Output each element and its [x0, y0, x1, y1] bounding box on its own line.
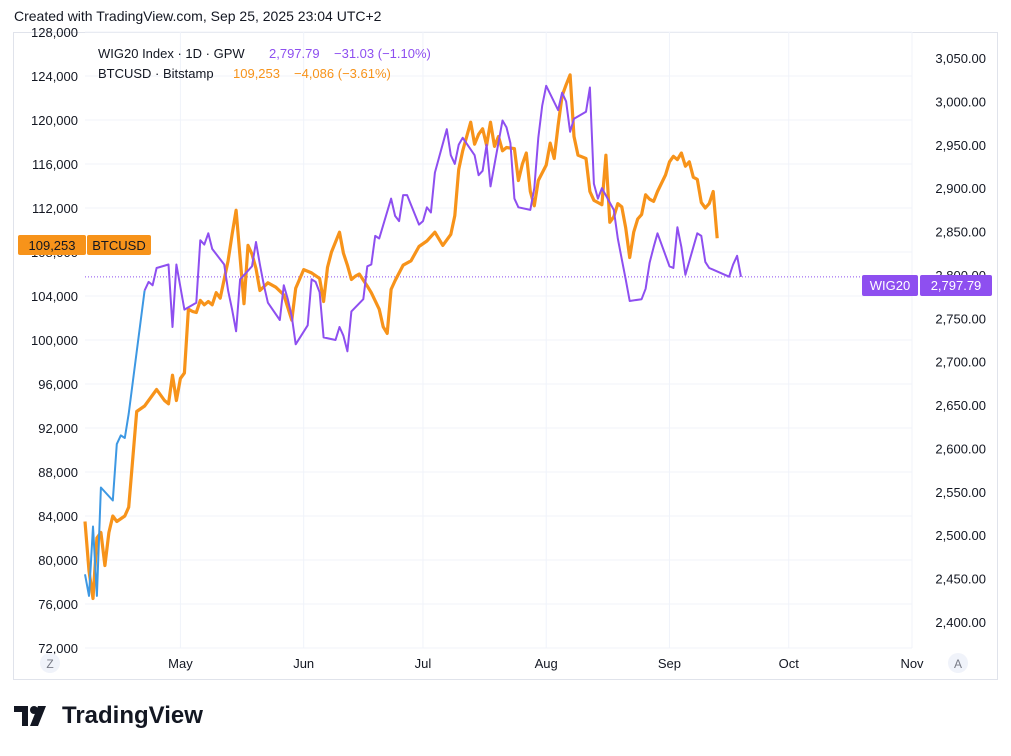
x-axis: May Jun Jul Aug Sep Oct Nov [168, 656, 924, 671]
right-corner-label[interactable]: A [954, 657, 962, 671]
right-tick-label: 2,650.00 [935, 398, 986, 413]
wig-badge-value-bg [920, 275, 992, 296]
x-tick-label: Nov [900, 656, 924, 671]
left-tick-label: 80,000 [38, 553, 78, 568]
right-tick-label: 2,400.00 [935, 615, 986, 630]
legend-wig-name: WIG20 Index · 1D · GPW [98, 46, 245, 61]
wig-price-badge: WIG20 2,797.79 [862, 275, 992, 296]
legend-wig-change: −31.03 (−1.10%) [334, 46, 431, 61]
btc-badge-value: 109,253 [29, 238, 76, 253]
left-corner-button[interactable]: Z [40, 653, 60, 673]
legend-btc-value: 109,253 [233, 66, 280, 81]
left-tick-label: 72,000 [38, 641, 78, 656]
brand-footer: TradingView [14, 702, 203, 730]
right-tick-label: 2,700.00 [935, 355, 986, 370]
legend-wig-value: 2,797.79 [269, 46, 320, 61]
btc-badge-value-bg [18, 235, 86, 255]
right-tick-label: 2,450.00 [935, 572, 986, 587]
left-axis: 72,000 76,000 80,000 84,000 88,000 92,000 96,0… [31, 25, 78, 656]
x-tick-label: May [168, 656, 193, 671]
legend-btc-change: −4,086 (−3.61%) [294, 66, 391, 81]
left-tick-label: 116,000 [32, 157, 78, 172]
wig20-series-line [143, 84, 742, 353]
x-tick-label: Sep [658, 656, 681, 671]
left-tick-label: 92,000 [38, 421, 78, 436]
right-tick-label: 3,050.00 [935, 51, 986, 66]
left-tick-label: 88,000 [38, 465, 78, 480]
right-tick-label: 2,550.00 [935, 485, 986, 500]
right-tick-label: 2,600.00 [935, 441, 986, 456]
right-tick-label: 2,900.00 [935, 181, 986, 196]
x-tick-label: Jun [293, 656, 314, 671]
wig-badge-label: WIG20 [870, 278, 910, 293]
btc-price-badge: 109,253 BTCUSD [18, 235, 151, 255]
left-tick-label: 96,000 [38, 377, 78, 392]
left-tick-label: 104,000 [31, 289, 78, 304]
wig20-series-layer [84, 84, 742, 597]
left-tick-label: 100,000 [31, 333, 78, 348]
left-tick-label: 124,000 [31, 69, 78, 84]
tradingview-logo-icon [14, 706, 46, 726]
grid-layer [85, 31, 913, 649]
left-tick-label: 120,000 [31, 113, 78, 128]
right-corner-circle[interactable] [948, 653, 968, 673]
btc-badge-label-bg [87, 235, 151, 255]
chart-svg: 72,000 76,000 80,000 84,000 88,000 92,000 96,0… [18, 25, 992, 673]
brand-name: TradingView [62, 702, 203, 729]
legend-btc-name: BTCUSD · Bitstamp [98, 66, 214, 81]
x-tick-label: Aug [535, 656, 558, 671]
btc-badge-label: BTCUSD [92, 238, 145, 253]
right-corner-button[interactable]: A [948, 653, 968, 673]
left-tick-label: 76,000 [38, 597, 78, 612]
left-tick-label: 112,000 [32, 201, 78, 216]
right-tick-label: 2,750.00 [935, 311, 986, 326]
left-tick-label: 128,000 [31, 25, 78, 40]
wig-badge-value: 2,797.79 [931, 278, 982, 293]
right-axis: 2,400.00 2,450.00 2,500.00 2,550.00 2,600.00… [935, 51, 986, 630]
x-tick-label: Oct [779, 656, 800, 671]
left-corner-label[interactable]: Z [46, 657, 53, 671]
left-tick-label: 84,000 [38, 509, 78, 524]
right-tick-label: 2,500.00 [935, 528, 986, 543]
right-tick-label: 2,850.00 [935, 225, 986, 240]
x-tick-label: Jul [415, 656, 432, 671]
right-tick-label: 3,000.00 [935, 94, 986, 109]
wig-badge-label-bg [862, 275, 918, 296]
right-tick-label: 2,950.00 [935, 138, 986, 153]
left-corner-circle[interactable] [40, 653, 60, 673]
wig20-series-line-early [84, 290, 146, 597]
btcusd-series-line [83, 73, 719, 601]
chart-created-header: Created with TradingView.com, Sep 25, 20… [14, 8, 382, 24]
